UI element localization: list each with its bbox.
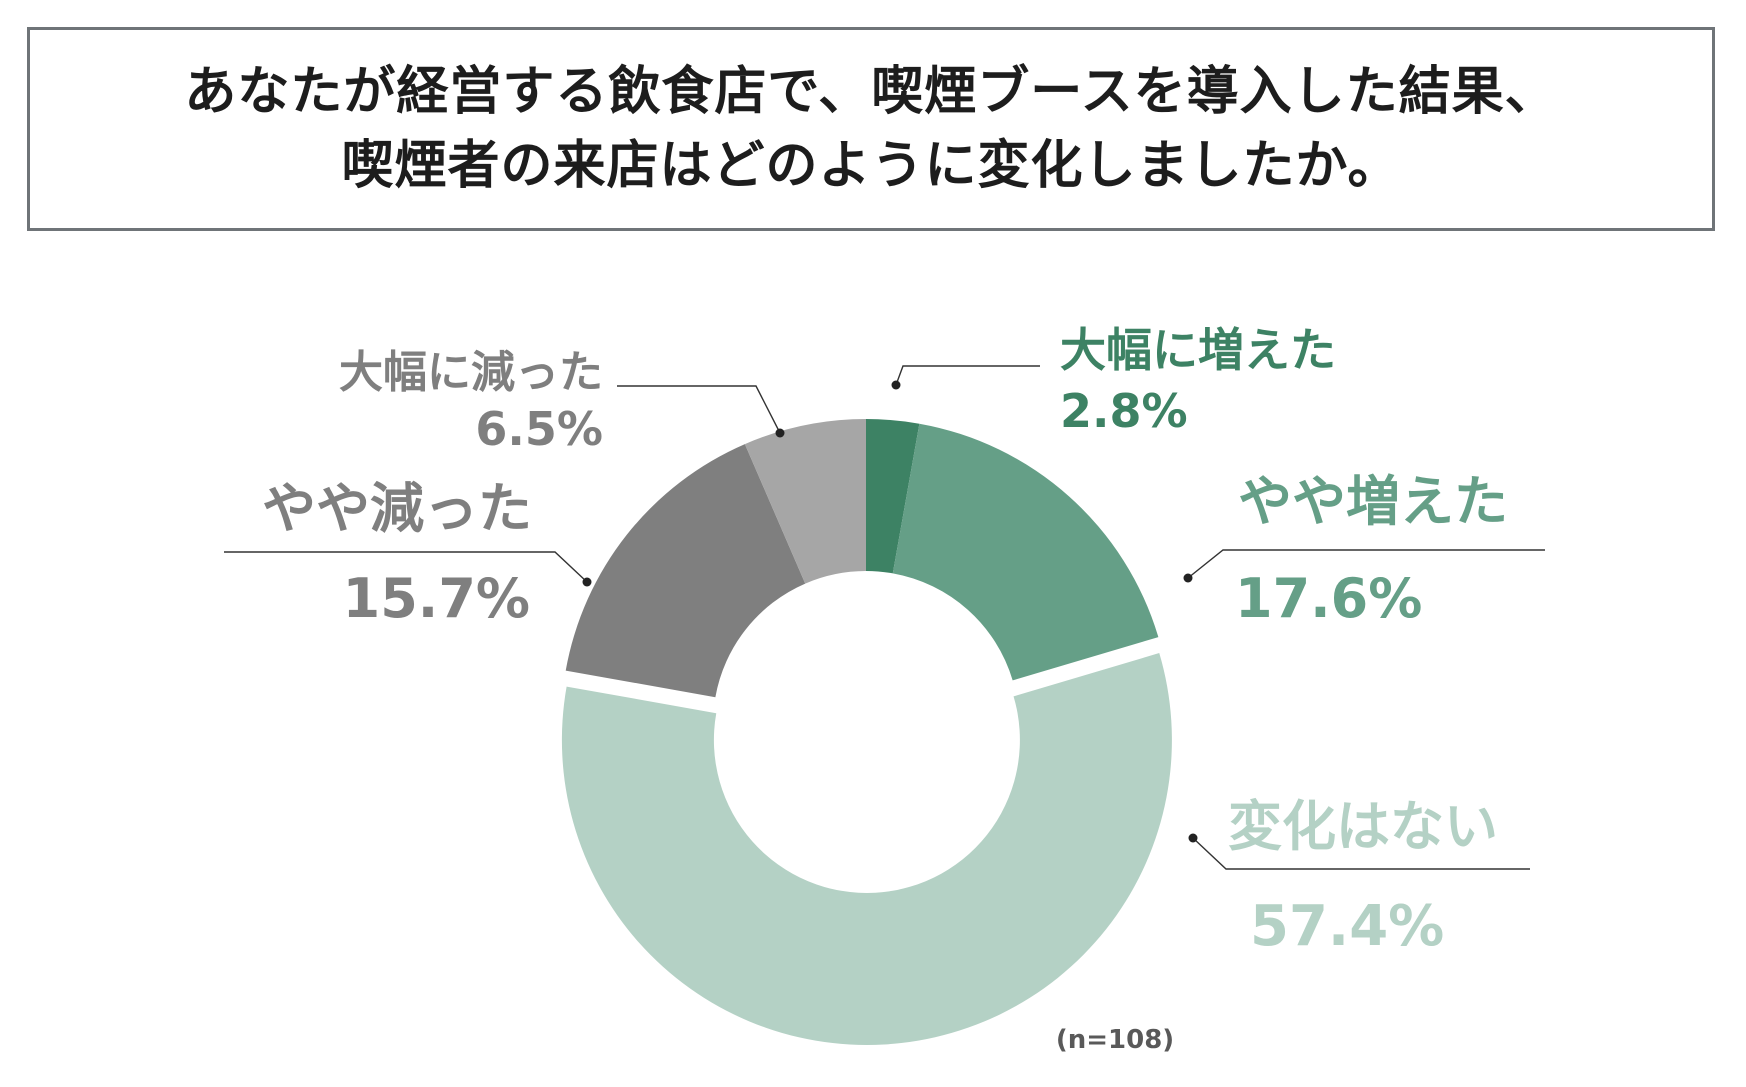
leader-dot-3 xyxy=(1188,833,1198,843)
leader-line-2 xyxy=(1187,549,1545,579)
slice-label-1: 大幅に増えた xyxy=(1060,323,1336,377)
leader-line-5 xyxy=(617,385,781,434)
leader-dot-5 xyxy=(775,428,785,438)
slice-value-2: 17.6% xyxy=(1235,567,1422,630)
slice-label-2: やや増えた xyxy=(1238,470,1508,533)
donut-slice-1 xyxy=(866,419,920,574)
chart-title-line-2: 喫煙者の来店はどのように変化しましたか。 xyxy=(341,136,1401,196)
leader-line-4 xyxy=(224,551,588,583)
sample-size-note: (n=108) xyxy=(1056,1025,1174,1055)
donut-slice-4 xyxy=(565,444,806,698)
chart-title-box: あなたが経営する飲食店で、喫煙ブースを導入した結果、 喫煙者の来店はどのように変… xyxy=(27,27,1715,231)
donut-slice-2 xyxy=(892,423,1159,681)
donut-slice-3 xyxy=(561,653,1172,1045)
slice-label-4: やや減った xyxy=(262,477,532,540)
slice-value-5: 6.5% xyxy=(475,402,603,456)
leader-line-1 xyxy=(895,365,1040,386)
leader-dot-2 xyxy=(1183,573,1193,583)
slice-label-3: 変化はない xyxy=(1228,795,1498,858)
leader-dot-4 xyxy=(582,577,592,587)
chart-title-line-1: あなたが経営する飲食店で、喫煙ブースを導入した結果、 xyxy=(184,62,1558,122)
slice-label-5: 大幅に減った xyxy=(339,347,603,398)
slice-value-1: 2.8% xyxy=(1060,384,1188,438)
leader-dot-1 xyxy=(891,380,901,390)
slice-value-4: 15.7% xyxy=(343,567,530,630)
leader-line-3 xyxy=(1192,837,1530,870)
donut-slice-5 xyxy=(744,419,866,584)
slice-value-3: 57.4% xyxy=(1250,894,1444,959)
